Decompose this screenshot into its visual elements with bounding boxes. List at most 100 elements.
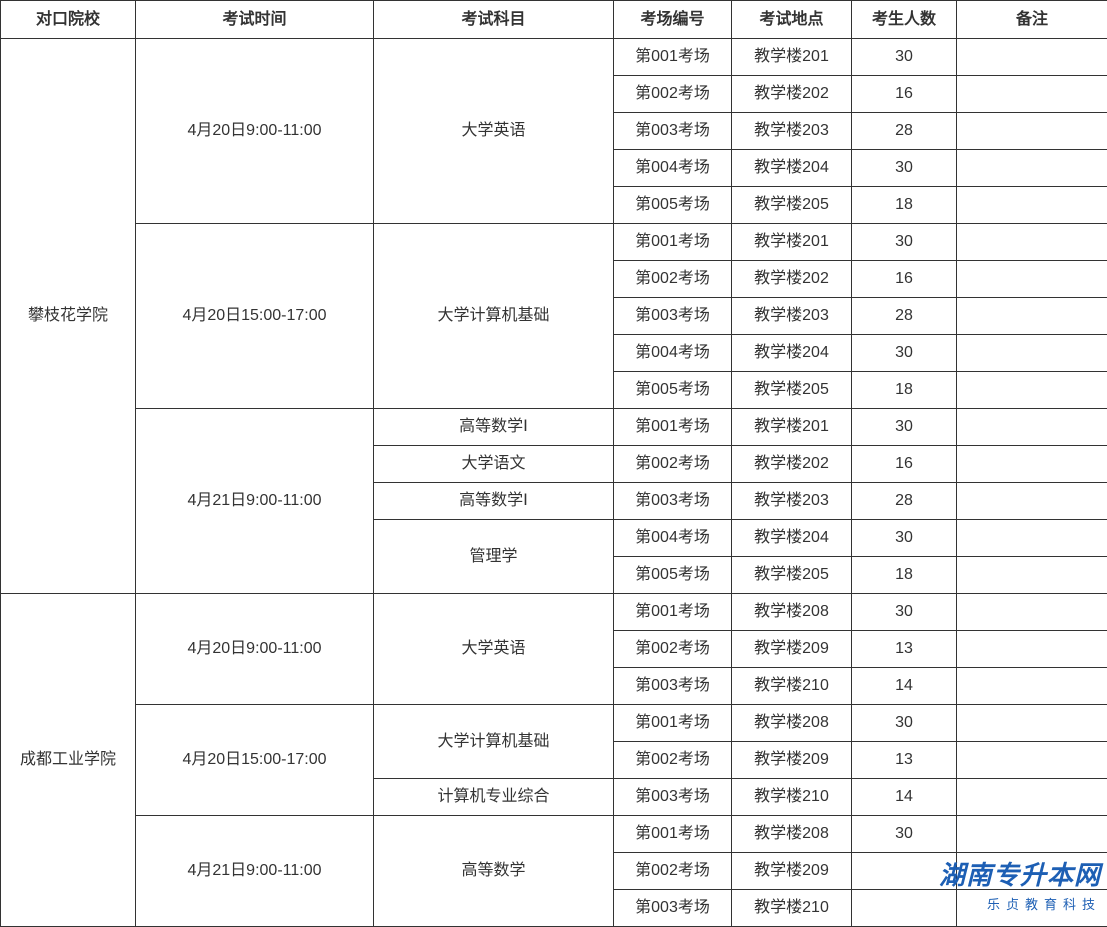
cell-note <box>957 668 1107 705</box>
cell-location: 教学楼202 <box>732 261 852 298</box>
cell-location: 教学楼209 <box>732 853 852 890</box>
cell-room: 第002考场 <box>614 853 732 890</box>
table-row: 4月20日15:00-17:00大学计算机基础第001考场教学楼20830 <box>1 705 1107 742</box>
cell-time: 4月20日9:00-11:00 <box>136 594 374 705</box>
cell-note <box>957 224 1107 261</box>
cell-count <box>852 890 957 927</box>
cell-time: 4月20日15:00-17:00 <box>136 705 374 816</box>
header-count: 考生人数 <box>852 1 957 39</box>
header-subject: 考试科目 <box>374 1 614 39</box>
cell-location: 教学楼201 <box>732 409 852 446</box>
cell-room: 第002考场 <box>614 76 732 113</box>
cell-location: 教学楼205 <box>732 372 852 409</box>
cell-count: 28 <box>852 298 957 335</box>
table-row: 攀枝花学院4月20日9:00-11:00大学英语第001考场教学楼20130 <box>1 39 1107 76</box>
header-location: 考试地点 <box>732 1 852 39</box>
cell-room: 第003考场 <box>614 483 732 520</box>
cell-room: 第002考场 <box>614 446 732 483</box>
cell-room: 第004考场 <box>614 520 732 557</box>
header-row: 对口院校 考试时间 考试科目 考场编号 考试地点 考生人数 备注 <box>1 1 1107 39</box>
cell-note <box>957 742 1107 779</box>
cell-location: 教学楼208 <box>732 705 852 742</box>
table-row: 4月20日15:00-17:00大学计算机基础第001考场教学楼20130 <box>1 224 1107 261</box>
cell-note <box>957 261 1107 298</box>
cell-count: 14 <box>852 779 957 816</box>
cell-subject: 大学计算机基础 <box>374 705 614 779</box>
cell-room: 第004考场 <box>614 150 732 187</box>
header-note: 备注 <box>957 1 1107 39</box>
table-row: 4月21日9:00-11:00高等数学第001考场教学楼20830 <box>1 816 1107 853</box>
cell-location: 教学楼210 <box>732 779 852 816</box>
cell-count: 18 <box>852 187 957 224</box>
cell-note <box>957 409 1107 446</box>
cell-count: 18 <box>852 557 957 594</box>
cell-room: 第001考场 <box>614 705 732 742</box>
cell-note <box>957 150 1107 187</box>
table-row: 4月21日9:00-11:00高等数学Ⅰ第001考场教学楼20130 <box>1 409 1107 446</box>
cell-note <box>957 890 1107 927</box>
cell-count: 18 <box>852 372 957 409</box>
cell-subject: 大学英语 <box>374 594 614 705</box>
table-body: 攀枝花学院4月20日9:00-11:00大学英语第001考场教学楼20130第0… <box>1 39 1107 927</box>
cell-room: 第001考场 <box>614 224 732 261</box>
cell-location: 教学楼208 <box>732 594 852 631</box>
cell-room: 第005考场 <box>614 557 732 594</box>
cell-room: 第005考场 <box>614 372 732 409</box>
cell-location: 教学楼204 <box>732 150 852 187</box>
cell-room: 第005考场 <box>614 187 732 224</box>
cell-count: 30 <box>852 520 957 557</box>
cell-note <box>957 779 1107 816</box>
cell-location: 教学楼204 <box>732 335 852 372</box>
exam-schedule-table: 对口院校 考试时间 考试科目 考场编号 考试地点 考生人数 备注 攀枝花学院4月… <box>0 0 1107 927</box>
cell-note <box>957 335 1107 372</box>
cell-note <box>957 446 1107 483</box>
cell-note <box>957 372 1107 409</box>
cell-location: 教学楼208 <box>732 816 852 853</box>
cell-count: 30 <box>852 224 957 261</box>
header-room: 考场编号 <box>614 1 732 39</box>
table-row: 成都工业学院4月20日9:00-11:00大学英语第001考场教学楼20830 <box>1 594 1107 631</box>
cell-location: 教学楼201 <box>732 224 852 261</box>
cell-count: 30 <box>852 335 957 372</box>
cell-count: 30 <box>852 816 957 853</box>
cell-room: 第001考场 <box>614 39 732 76</box>
cell-location: 教学楼210 <box>732 668 852 705</box>
cell-room: 第002考场 <box>614 261 732 298</box>
cell-count: 28 <box>852 483 957 520</box>
cell-subject: 计算机专业综合 <box>374 779 614 816</box>
cell-room: 第003考场 <box>614 890 732 927</box>
cell-room: 第003考场 <box>614 668 732 705</box>
cell-subject: 大学语文 <box>374 446 614 483</box>
cell-note <box>957 631 1107 668</box>
header-time: 考试时间 <box>136 1 374 39</box>
cell-room: 第002考场 <box>614 631 732 668</box>
cell-room: 第002考场 <box>614 742 732 779</box>
cell-note <box>957 520 1107 557</box>
cell-subject: 管理学 <box>374 520 614 594</box>
cell-location: 教学楼205 <box>732 557 852 594</box>
cell-count: 16 <box>852 261 957 298</box>
cell-count: 30 <box>852 409 957 446</box>
cell-location: 教学楼202 <box>732 76 852 113</box>
header-school: 对口院校 <box>1 1 136 39</box>
cell-note <box>957 557 1107 594</box>
cell-subject: 高等数学 <box>374 816 614 927</box>
cell-room: 第003考场 <box>614 298 732 335</box>
cell-location: 教学楼204 <box>732 520 852 557</box>
cell-note <box>957 76 1107 113</box>
cell-note <box>957 483 1107 520</box>
cell-location: 教学楼203 <box>732 113 852 150</box>
cell-room: 第004考场 <box>614 335 732 372</box>
cell-location: 教学楼210 <box>732 890 852 927</box>
cell-count <box>852 853 957 890</box>
cell-note <box>957 594 1107 631</box>
cell-room: 第003考场 <box>614 779 732 816</box>
cell-subject: 高等数学Ⅰ <box>374 409 614 446</box>
cell-count: 16 <box>852 446 957 483</box>
cell-room: 第003考场 <box>614 113 732 150</box>
cell-subject: 高等数学Ⅰ <box>374 483 614 520</box>
cell-note <box>957 187 1107 224</box>
cell-subject: 大学计算机基础 <box>374 224 614 409</box>
cell-note <box>957 39 1107 76</box>
cell-location: 教学楼203 <box>732 298 852 335</box>
